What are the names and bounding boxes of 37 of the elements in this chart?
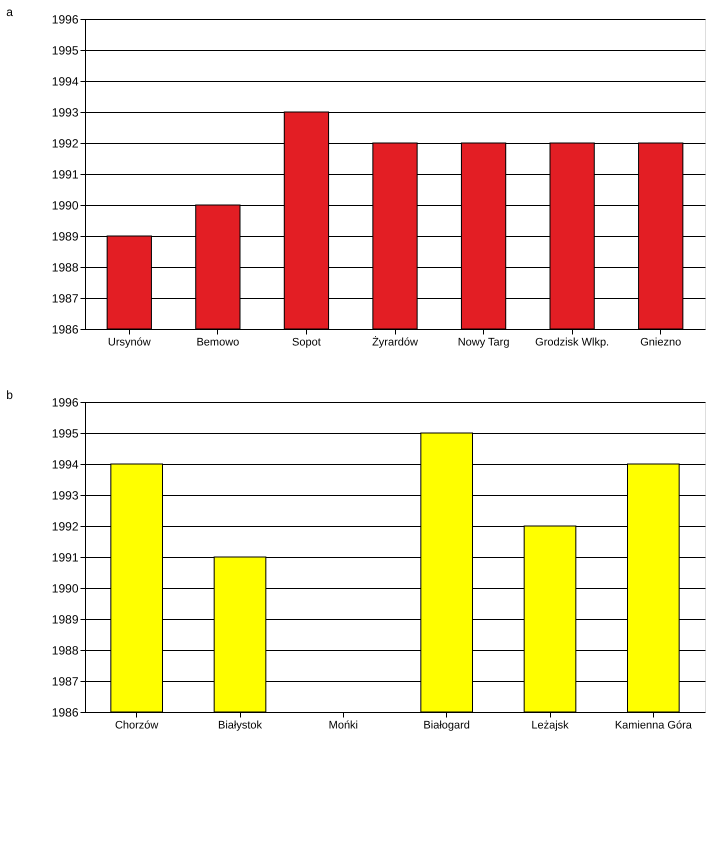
x-tick-label: Nowy Targ (458, 336, 510, 348)
y-tick-label: 1995 (52, 44, 79, 58)
y-tick-label: 1991 (52, 550, 79, 564)
x-tick-label: Mońki (328, 720, 358, 732)
y-tick-label: 1993 (52, 106, 79, 120)
x-tick-label: Sopot (292, 336, 321, 348)
y-tick-label: 1994 (52, 458, 79, 472)
x-tick-label: Żyrardów (372, 336, 418, 348)
x-tick-label: Bemowo (196, 336, 240, 348)
chart-title: b (6, 388, 14, 402)
y-tick-label: 1996 (52, 396, 79, 410)
y-tick-label: 1993 (52, 488, 79, 502)
x-tick-label: Białystok (218, 720, 262, 732)
y-tick-label: 1989 (52, 230, 79, 244)
y-tick-label: 1988 (52, 260, 79, 274)
x-tick-label: Gniezno (640, 336, 682, 348)
x-tick-label: Kamienna Góra (614, 720, 693, 732)
x-tick-label: Grodzisk Wlkp. (535, 336, 610, 348)
y-tick-label: 1991 (52, 168, 79, 182)
y-tick-label: 1992 (52, 136, 79, 150)
x-tick-label: Leżajsk (531, 720, 570, 732)
y-tick-label: 1996 (52, 12, 79, 26)
x-tick-label: Białogard (423, 720, 470, 732)
x-tick-label: Ursynów (108, 336, 151, 348)
y-tick-label: 1990 (52, 198, 79, 212)
y-tick-label: 1992 (52, 520, 79, 534)
y-tick-label: 1988 (52, 644, 79, 658)
y-tick-label: 1987 (52, 674, 79, 688)
y-tick-label: 1986 (52, 706, 79, 720)
chart-title: a (6, 5, 14, 19)
y-tick-label: 1987 (52, 292, 79, 306)
y-tick-label: 1990 (52, 582, 79, 596)
y-tick-label: 1989 (52, 612, 79, 626)
x-tick-label: Chorzów (114, 720, 158, 732)
y-tick-label: 1994 (52, 74, 79, 88)
y-tick-label: 1986 (52, 322, 79, 336)
y-tick-label: 1995 (52, 426, 79, 440)
